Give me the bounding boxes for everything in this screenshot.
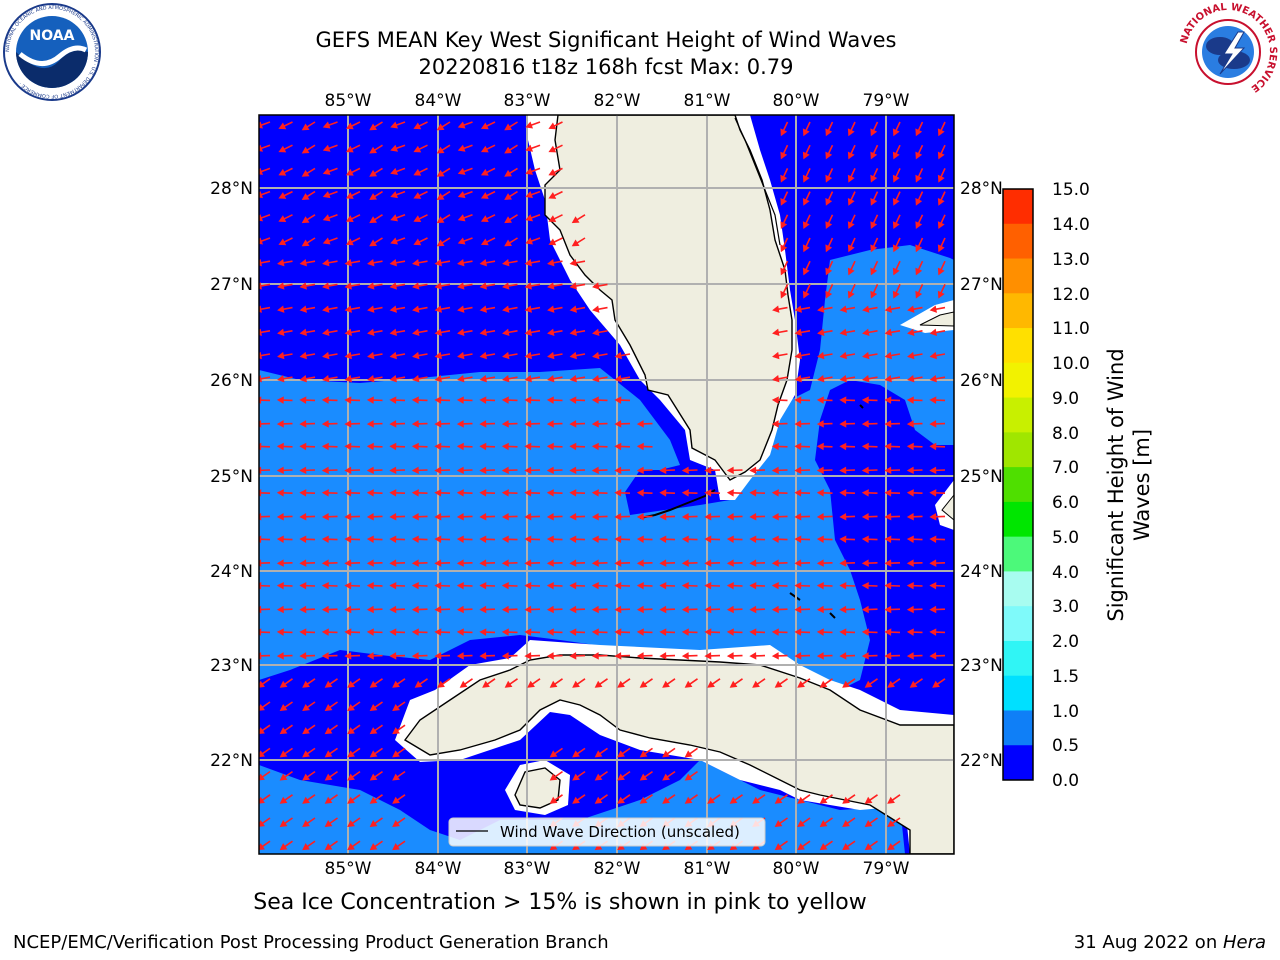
map-legend: Wind Wave Direction (unscaled) [448,817,766,847]
colorbar-tick: 2.0 [1052,632,1079,652]
colorbar-tick: 7.0 [1052,458,1079,478]
legend-label: Wind Wave Direction (unscaled) [500,823,740,841]
lat-tick-left: 24°N [210,562,253,582]
footer-host: Hera [1222,932,1266,953]
colorbar-segment [1003,675,1033,711]
lat-tick-left: 28°N [210,179,253,199]
colorbar-segment [1003,640,1033,677]
map-frame [258,114,955,855]
colorbar-segment [1003,536,1033,572]
lat-tick-right: 24°N [960,562,1003,582]
colorbar-segment [1003,223,1033,260]
chart-title-line2: 20220816 t18z 168h fcst Max: 0.79 [418,55,794,79]
colorbar-tick: 15.0 [1052,180,1090,200]
lat-tick-right: 22°N [960,751,1003,771]
lat-tick-right: 25°N [960,467,1003,487]
colorbar-tick: 4.0 [1052,563,1079,583]
colorbar-tick: 1.0 [1052,702,1079,722]
footer-timestamp: 31 Aug 2022 on Hera [1074,932,1266,953]
colorbar-segment [1003,362,1033,399]
sea-ice-note: Sea Ice Concentration > 15% is shown in … [253,890,867,915]
lon-tick-top: 84°W [415,91,462,111]
colorbar-tick: 11.0 [1052,319,1090,339]
colorbar-tick: 1.5 [1052,667,1079,687]
lon-tick-top: 82°W [594,91,641,111]
colorbar-tick: 10.0 [1052,354,1090,374]
lon-tick-top: 81°W [684,91,731,111]
lon-tick-bottom: 85°W [325,859,372,879]
graticule [259,115,954,854]
colorbar-tick: 8.0 [1052,424,1079,444]
colorbar-segment [1003,397,1033,433]
lon-tick-top: 85°W [325,91,372,111]
colorbar-segment [1003,606,1033,642]
lon-tick-bottom: 82°W [594,859,641,879]
noaa-logo-label: NOAA [30,28,75,44]
colorbar-label-line2: Waves [m] [1130,429,1154,541]
colorbar-tick: 0.0 [1052,771,1079,791]
wave-field-band [259,245,954,690]
colorbar-segment [1003,710,1033,746]
lon-tick-bottom: 79°W [863,859,910,879]
colorbar-tick: 14.0 [1052,215,1090,235]
lat-tick-right: 26°N [960,371,1003,391]
colorbar-segment [1003,467,1033,503]
lat-tick-left: 26°N [210,371,253,391]
colorbar-segment [1003,258,1033,294]
lat-tick-left: 25°N [210,467,253,487]
lon-tick-bottom: 84°W [415,859,462,879]
colorbar-tick: 12.0 [1052,285,1090,305]
colorbar-tick: 0.5 [1052,736,1079,756]
lat-tick-left: 27°N [210,275,253,295]
noaa-logo: NOAA NATIONAL OCEANIC AND ATMOSPHERIC AD… [3,3,101,101]
footer-credit: NCEP/EMC/Verification Post Processing Pr… [13,932,609,953]
florida-land [544,115,793,481]
lat-tick-right: 23°N [960,656,1003,676]
wind-wave-direction-arrows [259,121,946,851]
colorbar-segment [1003,501,1033,538]
lat-tick-left: 22°N [210,751,253,771]
lon-tick-top: 80°W [773,91,820,111]
colorbar-segment [1003,328,1033,364]
colorbar-tick: 13.0 [1052,250,1090,270]
lon-tick-top: 83°W [504,91,551,111]
colorbar-tick: 6.0 [1052,493,1079,513]
colorbar-tick: 3.0 [1052,597,1079,617]
lat-tick-right: 27°N [960,275,1003,295]
colorbar-tick: 9.0 [1052,389,1079,409]
lat-tick-left: 23°N [210,656,253,676]
lat-tick-right: 28°N [960,179,1003,199]
colorbar-tick: 5.0 [1052,528,1079,548]
colorbar-segment [1003,571,1033,607]
colorbar-segment [1003,432,1033,468]
colorbar-segment [1003,293,1033,329]
colorbar [1002,188,1034,781]
cuba-land [403,654,954,854]
lon-tick-bottom: 83°W [504,859,551,879]
lon-tick-top: 79°W [863,91,910,111]
chart-title-line1: GEFS MEAN Key West Significant Height of… [315,28,897,52]
nws-logo: NATIONAL WEATHER SERVICE [1179,2,1278,100]
colorbar-segment [1003,745,1033,781]
colorbar-label-line1: Significant Height of Wind [1104,348,1128,621]
colorbar-segment [1003,189,1033,225]
footer-date: 31 Aug 2022 on [1073,932,1223,953]
lon-tick-bottom: 81°W [684,859,731,879]
lon-tick-bottom: 80°W [773,859,820,879]
